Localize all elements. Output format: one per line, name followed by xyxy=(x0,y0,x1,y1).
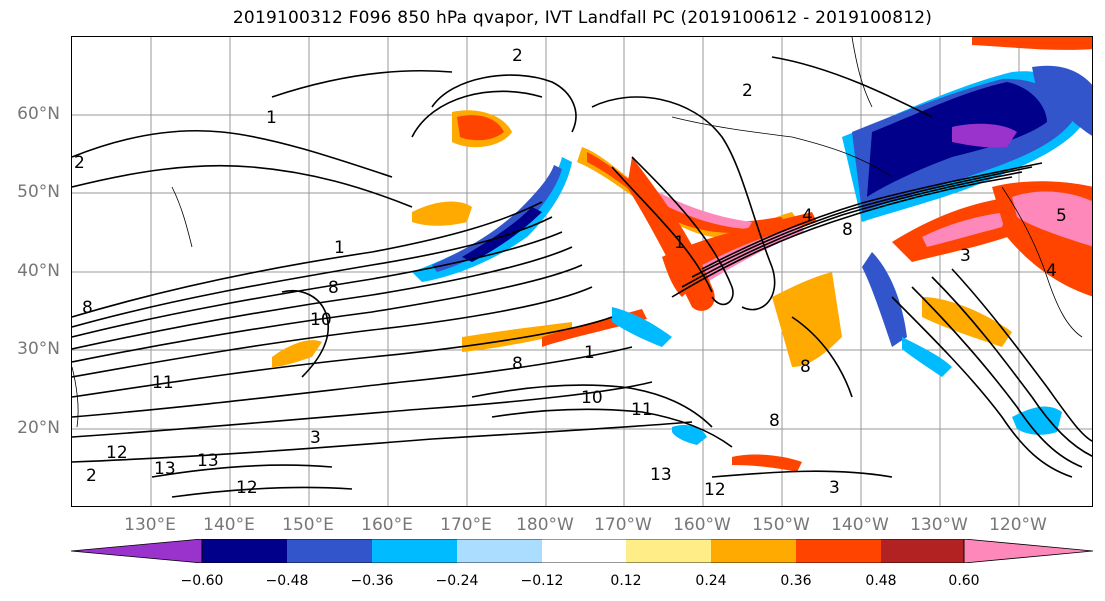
colorbar-segment xyxy=(287,539,372,563)
contour-label: 4 xyxy=(1046,261,1057,281)
height-contours xyxy=(72,56,1092,498)
lon-label-170w: 170°W xyxy=(594,515,652,535)
lat-label-50n: 50°N xyxy=(17,182,60,202)
contour-label: 2 xyxy=(742,81,753,101)
colorbar-segment xyxy=(457,539,542,563)
colorbar-segment xyxy=(542,539,626,563)
colorbar-segment xyxy=(202,539,287,563)
contour-label: 11 xyxy=(631,400,653,420)
colorbar-segment xyxy=(963,539,1094,563)
colorbar-tick: −0.12 xyxy=(520,573,564,589)
contour-label: 13 xyxy=(650,465,672,485)
contour-label: 8 xyxy=(82,298,93,318)
colorbar-tick: −0.36 xyxy=(350,573,394,589)
colorbar-tick: 0.24 xyxy=(695,573,727,589)
lon-label-130w: 130°W xyxy=(910,515,968,535)
colorbar-segment xyxy=(711,539,796,563)
colorbar-tick: −0.60 xyxy=(180,573,224,589)
colorbar-tick: 0.12 xyxy=(610,573,642,589)
lon-label-150w: 150°W xyxy=(752,515,810,535)
figure-title: 2019100312 F096 850 hPa qvapor, IVT Land… xyxy=(232,8,933,28)
lon-label-150e: 150°E xyxy=(282,515,334,535)
lat-label-60n: 60°N xyxy=(17,104,60,124)
contour-label: 1 xyxy=(584,343,595,363)
colorbar-segment xyxy=(372,539,457,563)
lon-label-180w: 180°W xyxy=(516,515,574,535)
lat-label-30n: 30°N xyxy=(17,339,60,359)
contour-label: 1 xyxy=(674,233,685,253)
contour-label: 2 xyxy=(74,153,85,173)
contour-label: 8 xyxy=(769,411,780,431)
lon-label-130e: 130°E xyxy=(124,515,176,535)
colorbar-segment xyxy=(626,539,711,563)
lon-label-160e: 160°E xyxy=(361,515,413,535)
contour-label: 1 xyxy=(334,238,345,258)
contour-label: 13 xyxy=(197,451,219,471)
contour-label: 10 xyxy=(581,388,603,408)
contour-label: 3 xyxy=(829,478,840,498)
contour-label: 10 xyxy=(310,310,332,330)
lon-label-120w: 120°W xyxy=(989,515,1047,535)
contour-label: 12 xyxy=(236,478,258,498)
contour-label: 13 xyxy=(154,459,176,479)
contour-label: 8 xyxy=(800,357,811,377)
map-panel xyxy=(71,36,1093,507)
colorbar-tick: 0.36 xyxy=(780,573,812,589)
lat-label-20n: 20°N xyxy=(17,418,60,438)
contour-label: 12 xyxy=(704,480,726,500)
map-svg xyxy=(72,37,1092,506)
colorbar xyxy=(71,539,1094,563)
contour-label: 3 xyxy=(310,428,321,448)
contour-label: 5 xyxy=(1056,206,1067,226)
colorbar-segment xyxy=(71,539,203,563)
negative-anomaly-shading xyxy=(412,65,1092,445)
colorbar-tick: −0.48 xyxy=(265,573,309,589)
contour-label: 2 xyxy=(86,466,97,486)
colorbar-tick: 0.60 xyxy=(948,573,980,589)
contour-label: 3 xyxy=(960,246,971,266)
contour-label: 11 xyxy=(152,373,174,393)
coastlines xyxy=(72,37,1083,428)
colorbar-segment xyxy=(881,539,964,563)
colorbar-segment xyxy=(796,539,881,563)
colorbar-tick: 0.48 xyxy=(865,573,897,589)
lat-label-40n: 40°N xyxy=(17,261,60,281)
contour-label: 12 xyxy=(106,443,128,463)
contour-label: 8 xyxy=(512,354,523,374)
contour-label: 8 xyxy=(328,278,339,298)
contour-label: 4 xyxy=(802,206,813,226)
contour-label: 8 xyxy=(842,220,853,240)
lon-label-160w: 160°W xyxy=(673,515,731,535)
lon-label-140e: 140°E xyxy=(203,515,255,535)
colorbar-tick: −0.24 xyxy=(435,573,479,589)
lon-label-170e: 170°E xyxy=(440,515,492,535)
contour-label: 2 xyxy=(512,46,523,66)
contour-label: 1 xyxy=(266,108,277,128)
lon-label-140w: 140°W xyxy=(831,515,889,535)
